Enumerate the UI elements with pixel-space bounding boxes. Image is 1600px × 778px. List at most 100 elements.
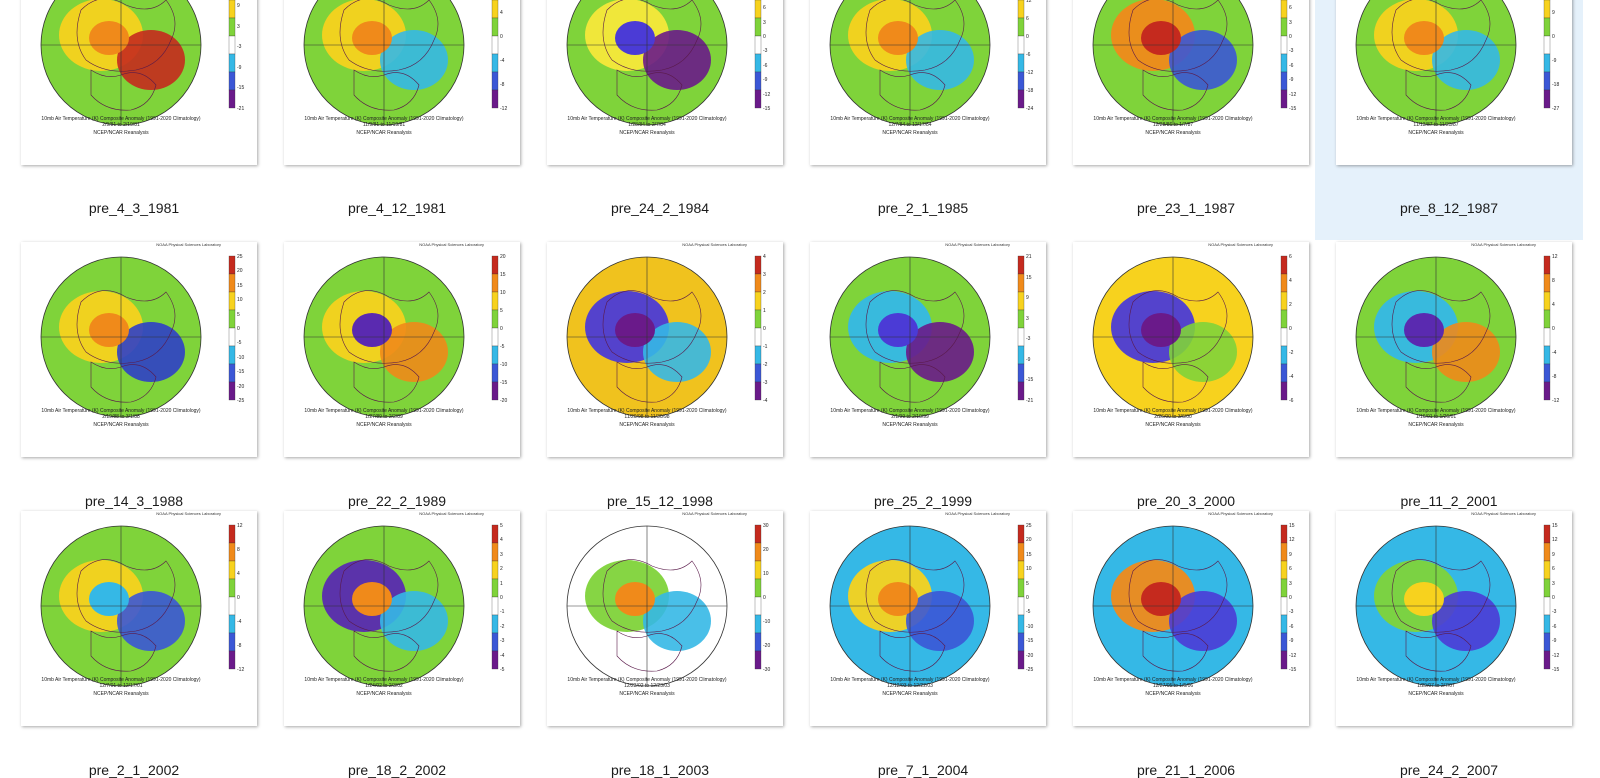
file-tile[interactable]: 24181260-6-12-18-24NOAA Physical Science… [789, 0, 1057, 240]
colorbar-tick-label: 4 [237, 571, 240, 577]
thumbnail-caption: 10mb Air Temperature (K) Composite Anoma… [567, 677, 727, 683]
thumbnail-caption: 10mb Air Temperature (K) Composite Anoma… [1356, 677, 1516, 683]
colorbar-tick-label: 10 [237, 297, 243, 304]
file-name-label[interactable]: pre_24_2_1984 [610, 200, 710, 216]
file-name-label[interactable]: pre_2_1_1985 [877, 200, 969, 216]
colorbar-tick-label: 4 [500, 10, 503, 16]
thumbnail-date-range: 12/27/05 to 1/6/06 [1152, 683, 1194, 689]
file-name-label[interactable]: pre_11_2_2001 [1400, 493, 1498, 509]
file-name-label[interactable]: pre_7_1_2004 [877, 762, 969, 778]
colorbar-tick-label: -6 [1552, 623, 1557, 630]
file-tile[interactable]: 30 20 10 0 -10 -20 -30 NOAA Physical Sciences L… [526, 503, 794, 778]
colorbar-tick-label: 20 [237, 268, 243, 275]
file-thumbnail-image[interactable]: 20 15 10 5 0 -5 -10 -15 -20 NOAA Physical Science… [284, 242, 520, 457]
file-tile[interactable]: 20 15 10 5 0 -5 -10 -15 -20 NOAA Physical Science… [263, 234, 531, 509]
file-thumbnail-image[interactable]: 5 4 3 2 1 0 -1 -2 -3 -4 -5 NOAA Physical Sciences L… [284, 511, 520, 726]
colorbar-tick-label: -6 [1026, 52, 1031, 58]
file-thumbnail-image[interactable]: 6 4 2 0 -2 -4 -6 NOAA Physical Sciences Laborat… [1073, 242, 1309, 457]
colorbar-tick-label: -20 [763, 643, 771, 649]
file-name-label[interactable]: pre_15_12_1998 [607, 493, 713, 509]
file-thumbnail-image[interactable]: 4 3 2 1 0 -1 -2 -3 -4 NOAA Physical Sciences Labo… [547, 242, 783, 457]
colorbar-tick-label: 5 [1026, 580, 1029, 587]
thumbnail-caption: 10mb Air Temperature (K) Composite Anoma… [41, 408, 201, 414]
file-name-label[interactable]: pre_22_2_1989 [347, 493, 447, 509]
colorbar-tick-label: -27 [1552, 106, 1560, 112]
file-name-label[interactable]: pre_14_3_1988 [84, 493, 184, 509]
file-name-label[interactable]: pre_8_12_1987 [1399, 200, 1499, 216]
file-tile[interactable]: 5 4 3 2 1 0 -1 -2 -3 -4 -5 NOAA Physical Sciences L… [263, 503, 531, 778]
file-name-label[interactable]: pre_20_3_2000 [1136, 493, 1236, 509]
colorbar-tick-label: -8 [1552, 374, 1557, 380]
colorbar-tick-label: 20 [763, 547, 769, 553]
file-name-label[interactable]: pre_23_1_1987 [1136, 200, 1236, 216]
file-name-label[interactable]: pre_18_1_2003 [610, 762, 710, 778]
colorbar-tick-label: -5 [500, 667, 505, 673]
file-tile[interactable]: 271890-9-18-27NOAA Physical Sciences Lab… [1315, 0, 1583, 240]
colorbar-tick-label: 10 [763, 571, 769, 577]
thumbnail-source: NCEP/NCAR Reanalysis [882, 691, 938, 697]
file-thumbnail-image[interactable]: 24181260-6-12-18-24NOAA Physical Science… [810, 0, 1046, 165]
anomaly-map [40, 255, 236, 418]
thumbnail-source: NCEP/NCAR Reanalysis [93, 130, 149, 136]
file-tile[interactable]: 6 4 2 0 -2 -4 -6 NOAA Physical Sciences Laborat… [1052, 234, 1320, 509]
colorbar-tick-label: 3 [500, 551, 503, 558]
file-name-label[interactable]: pre_4_12_1981 [347, 200, 447, 216]
colorbar-tick-label: 9 [237, 3, 240, 10]
file-tile[interactable]: 25 20 15 10 5 0 -5 -10 -15 -20 -25 NOAA Physical Sc… [789, 503, 1057, 778]
anomaly-map [566, 255, 762, 418]
colorbar-tick-label: -18 [1552, 82, 1560, 88]
file-thumbnail-image[interactable]: 25 20 15 10 5 0 -5 -10 -15 -20 -25 NOAA Physical Sc… [810, 511, 1046, 726]
file-thumbnail-image[interactable]: 271890-9-18-27NOAA Physical Sciences Lab… [1336, 0, 1572, 165]
file-name-label[interactable]: pre_2_1_2002 [88, 762, 180, 778]
file-tile[interactable]: 4 3 2 1 0 -1 -2 -3 -4 NOAA Physical Sciences Labo… [526, 234, 794, 509]
colorbar-tick-label: -9 [763, 77, 768, 84]
anomaly-map [1355, 255, 1551, 418]
file-tile[interactable]: 25 20 15 10 5 0 -5 -10 -15 -20 -25 NOAA Physical Sc… [0, 234, 268, 509]
file-name-label[interactable]: pre_18_2_2002 [347, 762, 447, 778]
colorbar-tick-label: -3 [1026, 336, 1031, 343]
colorbar-tick-label: -15 [1289, 667, 1297, 673]
colorbar-tick-label: 12 [1289, 537, 1295, 544]
thumbnail-date-range: 12/12/03 to 12/22/03 [887, 683, 933, 689]
file-thumbnail-image[interactable]: 30 20 10 0 -10 -20 -30 NOAA Physical Sciences L… [547, 511, 783, 726]
colorbar-tick-label: -12 [763, 91, 771, 98]
colorbar-tick-label: 6 [1289, 5, 1292, 12]
thumbnail-date-range: 2/19/88 to 3/1/88 [102, 414, 140, 420]
colorbar-tick-label: 9 [1552, 551, 1555, 558]
thumbnail-caption: 10mb Air Temperature (K) Composite Anoma… [304, 116, 464, 122]
thumbnail-source: NCEP/NCAR Reanalysis [1408, 422, 1464, 428]
colorbar-tick-label: 9 [1289, 551, 1292, 558]
colorbar-tick-label: 0 [763, 595, 766, 601]
file-name-label[interactable]: pre_25_2_1999 [873, 493, 973, 509]
colorbar-tick-label: 9 [1026, 295, 1029, 302]
thumbnail-lab-name: NOAA Physical Sciences Laboratory [1471, 242, 1536, 247]
thumbnail-date-range: 12/23/02 to 12/23/03 [624, 683, 670, 689]
file-thumbnail-image[interactable]: 25 20 15 10 5 0 -5 -10 -15 -20 -25 NOAA Physical Sc… [21, 242, 257, 457]
colorbar-tick-label: -6 [1289, 398, 1294, 404]
colorbar-tick-label: 4 [500, 537, 503, 544]
file-name-label[interactable]: pre_24_2_2007 [1399, 762, 1499, 778]
file-name-label[interactable]: pre_4_3_1981 [88, 200, 180, 216]
colorbar-tick-label: -8 [500, 82, 505, 88]
thumbnail-lab-name: NOAA Physical Sciences Laboratory [156, 242, 221, 247]
anomaly-map [1092, 255, 1288, 418]
file-name-label[interactable]: pre_21_1_2006 [1136, 762, 1236, 778]
